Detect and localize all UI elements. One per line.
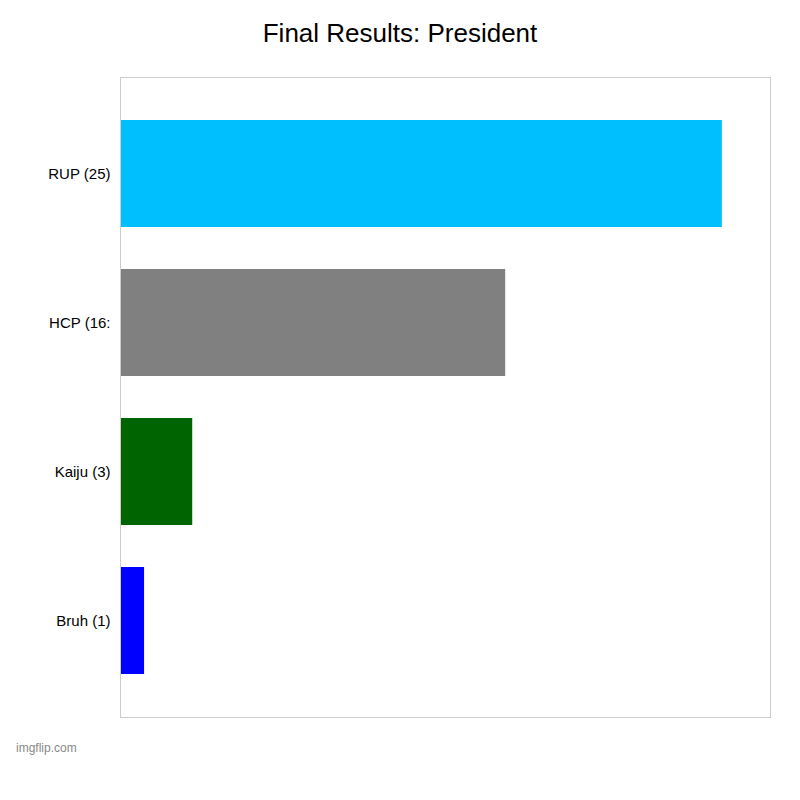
- html-text:Final Results: President: Final Results: President: [262, 18, 538, 48]
- svg-text:RUP (25): RUP (25): [48, 165, 110, 182]
- svg-text:Kaiju (3): Kaiju (3): [55, 463, 111, 480]
- html-text:imgflip.com: imgflip.com: [16, 741, 77, 755]
- svg-text:HCP (16:: HCP (16:: [49, 314, 110, 331]
- svg-text:Bruh (1): Bruh (1): [56, 612, 110, 629]
